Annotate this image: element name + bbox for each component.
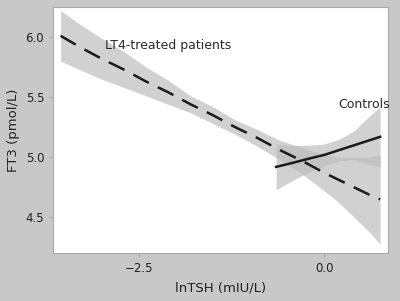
Y-axis label: FT3 (pmol/L): FT3 (pmol/L)	[7, 88, 20, 172]
X-axis label: lnTSH (mIU/L): lnTSH (mIU/L)	[175, 281, 266, 294]
Text: LT4-treated patients: LT4-treated patients	[105, 39, 232, 52]
Text: Controls: Controls	[338, 98, 390, 111]
